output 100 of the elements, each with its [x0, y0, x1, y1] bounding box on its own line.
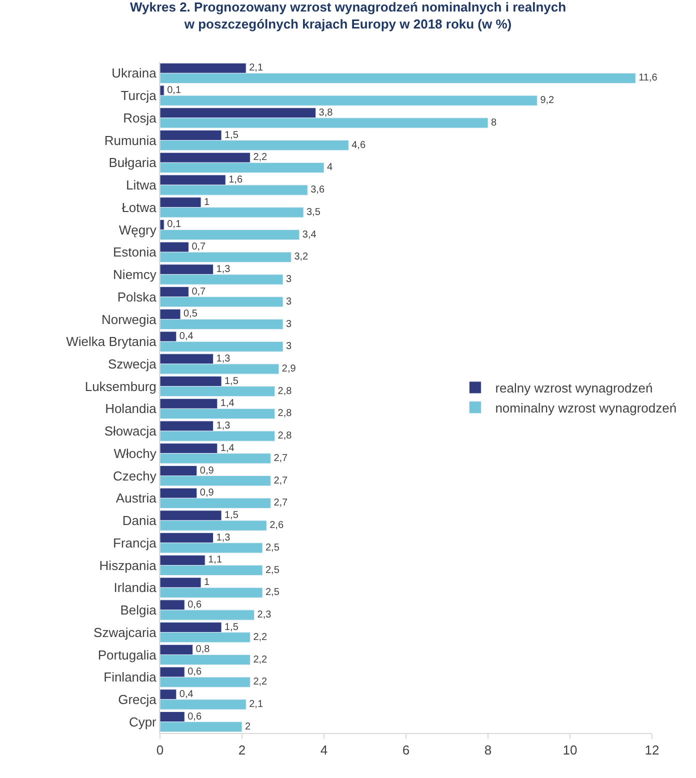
legend-label: realny wzrost wynagrodzeń	[495, 380, 653, 396]
x-tick-label: 2	[238, 742, 246, 758]
data-label: 1,3	[216, 420, 231, 432]
data-label: 0,6	[188, 711, 202, 722]
data-label: 0,1	[167, 85, 182, 96]
data-label: 2,8	[278, 408, 292, 420]
data-label: 3,6	[310, 184, 325, 196]
data-label: 0,9	[200, 465, 214, 476]
legend-label: nominalny wzrost wynagrodzeń	[495, 400, 677, 416]
data-label: 2,2	[253, 654, 268, 666]
data-label: 2,2	[253, 632, 268, 643]
y-tick-label: Finlandia	[104, 670, 158, 685]
data-label: 2,5	[266, 587, 280, 598]
data-label: 2,2	[253, 676, 268, 688]
y-tick-label: Czechy	[113, 468, 157, 484]
y-tick-label: Włochy	[114, 446, 157, 461]
data-label: 1,5	[224, 130, 239, 141]
y-tick-label: Estonia	[113, 244, 158, 260]
data-label: 0,6	[188, 599, 202, 610]
y-tick-label: Dania	[122, 513, 158, 528]
x-tick-label: 12	[644, 742, 660, 758]
y-tick-label: Niemcy	[113, 267, 157, 282]
data-label: 1,3	[216, 353, 231, 364]
y-tick-label: Szwecja	[108, 356, 158, 372]
y-tick-label: Holandia	[105, 401, 158, 416]
data-label: 2,8	[278, 430, 292, 442]
y-tick-label: Rosja	[123, 110, 158, 126]
y-tick-label: Irlandia	[114, 580, 158, 596]
data-label: 0,1	[167, 219, 182, 230]
y-tick-label: Łotwa	[122, 200, 158, 215]
data-label: 3	[286, 341, 292, 352]
x-tick-label: 8	[484, 742, 492, 758]
data-label: 3,2	[294, 252, 309, 263]
data-label: 3,8	[318, 107, 334, 118]
data-label: 3	[286, 274, 292, 286]
data-label: 0,8	[196, 644, 210, 656]
data-label: 3,5	[306, 206, 321, 218]
data-label: 3	[286, 318, 292, 330]
y-tick-label: Belgia	[120, 602, 158, 618]
y-tick-label: Francja	[113, 535, 158, 550]
x-tick-label: 4	[320, 742, 328, 758]
data-label: 1,1	[208, 554, 222, 566]
x-tick-label: 6	[402, 742, 410, 758]
data-label: 1,3	[216, 264, 231, 275]
data-label: 1,5	[224, 622, 239, 633]
y-tick-label: Szwajcaria	[94, 624, 158, 640]
data-label: 1,4	[220, 442, 235, 454]
data-label: 4,6	[352, 140, 366, 151]
data-label: 0,9	[200, 488, 214, 499]
data-label: 8	[491, 117, 497, 128]
x-tick-label: 10	[562, 742, 578, 758]
x-tick-label: 0	[156, 742, 164, 758]
y-tick-label: Turcja	[120, 88, 158, 104]
y-tick-label: Polska	[117, 289, 158, 304]
data-label: 2,7	[274, 475, 288, 486]
y-tick-label: Luksemburg	[84, 378, 156, 394]
data-label: 2	[245, 721, 251, 732]
data-label: 0,4	[179, 331, 194, 342]
data-label: 0,4	[179, 688, 194, 700]
y-tick-label: Węgry	[118, 222, 157, 238]
data-label: 0,5	[184, 308, 198, 320]
data-label: 1,6	[228, 174, 243, 186]
data-label: 0,7	[192, 286, 206, 298]
y-tick-label: Rumunia	[104, 132, 158, 148]
y-tick-label: Portugalia	[98, 647, 158, 662]
y-tick-label: Norwegia	[101, 312, 158, 327]
chart-title: Wykres 2. Prognozowany wzrost wynagrodzeń nominalnych i realnych w poszczególnych krajach Europy w 2018 roku (w %)	[130, 0, 566, 32]
data-label: 2,5	[266, 564, 280, 576]
y-tick-label: Grecja	[118, 692, 158, 707]
y-tick-label: Bułgaria	[108, 155, 158, 170]
data-label: 1,5	[224, 376, 239, 387]
data-label: 2,3	[257, 610, 272, 621]
data-label: 2,7	[274, 452, 288, 464]
y-tick-label: Wielka Brytania	[66, 334, 158, 350]
data-label: 2,7	[274, 498, 288, 509]
data-label: 2,1	[249, 698, 264, 710]
data-label: 11,6	[638, 72, 658, 84]
data-label: 2,6	[270, 520, 284, 532]
data-label: 9,2	[540, 95, 555, 106]
y-tick-label: Cypr	[128, 714, 158, 730]
data-label: 1	[204, 196, 210, 208]
data-label: 2,9	[282, 363, 296, 374]
data-label: 2,8	[278, 386, 292, 397]
data-label: 0,6	[188, 666, 202, 678]
data-label: 1	[204, 577, 210, 588]
data-label: 0,7	[192, 242, 206, 253]
data-label: 1,5	[224, 510, 239, 521]
data-label: 2,5	[266, 542, 280, 554]
data-label: 1,3	[216, 532, 231, 544]
data-label: 2,2	[253, 152, 268, 164]
y-tick-label: Austria	[116, 490, 158, 506]
data-label: 1,4	[220, 398, 235, 410]
data-label: 4	[327, 162, 333, 174]
data-label: 2,1	[249, 62, 264, 74]
y-tick-label: Litwa	[126, 178, 158, 193]
data-label: 3	[286, 296, 292, 308]
y-tick-label: Hiszpania	[99, 558, 158, 573]
y-tick-label: Ukraina	[112, 66, 158, 81]
data-label: 3,4	[302, 229, 317, 240]
y-tick-label: Słowacja	[104, 424, 158, 439]
